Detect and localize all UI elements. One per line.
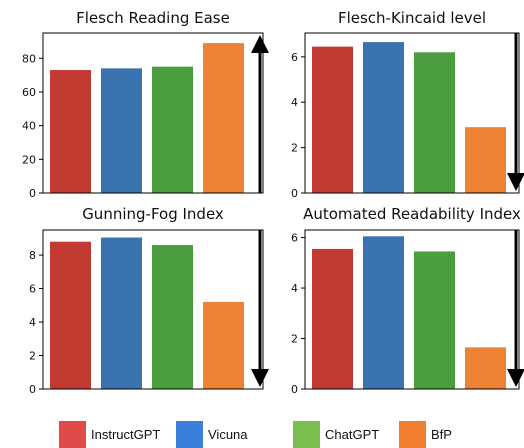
flesch-kincaid-ytick-label: 0 [291, 187, 298, 200]
legend-item-instructgpt: InstructGPT [59, 420, 160, 448]
gunning-fog-title: Gunning-Fog Index [82, 205, 224, 223]
gunning-fog-arrow-head-down [251, 369, 269, 387]
legend-label-bfp: BfP [431, 426, 452, 442]
gunning-fog-bar-vicuna [101, 237, 142, 389]
gunning-fog-ytick-label: 2 [29, 350, 36, 363]
gunning-fog-bar-chatgpt [152, 245, 193, 389]
legend-swatch-instructgpt [59, 420, 86, 448]
legend-item-bfp: BfP [399, 420, 452, 448]
gunning-fog-ytick-label: 8 [29, 249, 36, 262]
flesch-reading-ease-ytick-label: 60 [22, 86, 36, 99]
gunning-fog-ytick-label: 0 [29, 383, 36, 396]
flesch-reading-ease-arrow-head-up [251, 35, 269, 53]
automated-readability-bar-chatgpt [414, 251, 455, 389]
flesch-reading-ease-axes-frame [42, 32, 264, 194]
flesch-reading-ease-ytick-label: 80 [22, 52, 36, 65]
automated-readability-ytick-label: 2 [291, 333, 298, 346]
automated-readability-bar-bfp [465, 347, 506, 389]
legend-label-vicuna: Vicuna [208, 426, 248, 442]
gunning-fog-ytick-label: 4 [29, 316, 36, 329]
gunning-fog-bar-instructgpt [50, 241, 91, 389]
legend-swatch-chatgpt [293, 420, 320, 448]
legend-item-vicuna: Vicuna [176, 420, 248, 448]
automated-readability-title: Automated Readability Index [303, 205, 521, 223]
legend-label-chatgpt: ChatGPT [325, 426, 380, 442]
automated-readability-bar-instructgpt [312, 248, 353, 389]
flesch-kincaid-axes-frame [304, 32, 520, 194]
flesch-kincaid-ytick-label: 2 [291, 142, 298, 155]
automated-readability-ytick-label: 4 [291, 282, 298, 295]
flesch-kincaid-arrow-head-down [507, 173, 524, 191]
flesch-kincaid-ytick-label: 6 [291, 51, 298, 64]
automated-readability-ytick-label: 0 [291, 383, 298, 396]
gunning-fog-axes-frame [42, 229, 264, 390]
flesch-kincaid-bar-bfp [465, 127, 506, 193]
automated-readability-bar-vicuna [363, 236, 404, 389]
flesch-kincaid-bar-chatgpt [414, 52, 455, 194]
legend-label-instructgpt: InstructGPT [91, 426, 161, 442]
flesch-reading-ease-title: Flesch Reading Ease [76, 9, 230, 27]
legend-swatch-bfp [399, 420, 426, 448]
legend: InstructGPT Vicuna ChatGPT BfP [0, 420, 524, 448]
legend-swatch-vicuna [176, 420, 203, 448]
flesch-reading-ease-bar-vicuna [101, 68, 142, 193]
flesch-reading-ease-ytick-label: 0 [29, 187, 36, 200]
automated-readability-axes-frame [304, 229, 520, 390]
flesch-kincaid-bar-instructgpt [312, 46, 353, 193]
flesch-kincaid-ytick-label: 4 [291, 96, 298, 109]
legend-item-chatgpt: ChatGPT [293, 420, 379, 448]
automated-readability-ytick-label: 6 [291, 232, 298, 245]
flesch-reading-ease-bar-bfp [203, 43, 244, 194]
flesch-reading-ease-ytick-label: 20 [22, 153, 36, 166]
flesch-reading-ease-bar-instructgpt [50, 70, 91, 193]
gunning-fog-ytick-label: 6 [29, 283, 36, 296]
automated-readability-arrow-head-down [507, 369, 524, 387]
flesch-kincaid-title: Flesch-Kincaid level [338, 9, 486, 27]
gunning-fog-bar-bfp [203, 301, 244, 389]
flesch-reading-ease-ytick-label: 40 [22, 120, 36, 133]
flesch-kincaid-bar-vicuna [363, 42, 404, 193]
flesch-reading-ease-bar-chatgpt [152, 66, 193, 193]
